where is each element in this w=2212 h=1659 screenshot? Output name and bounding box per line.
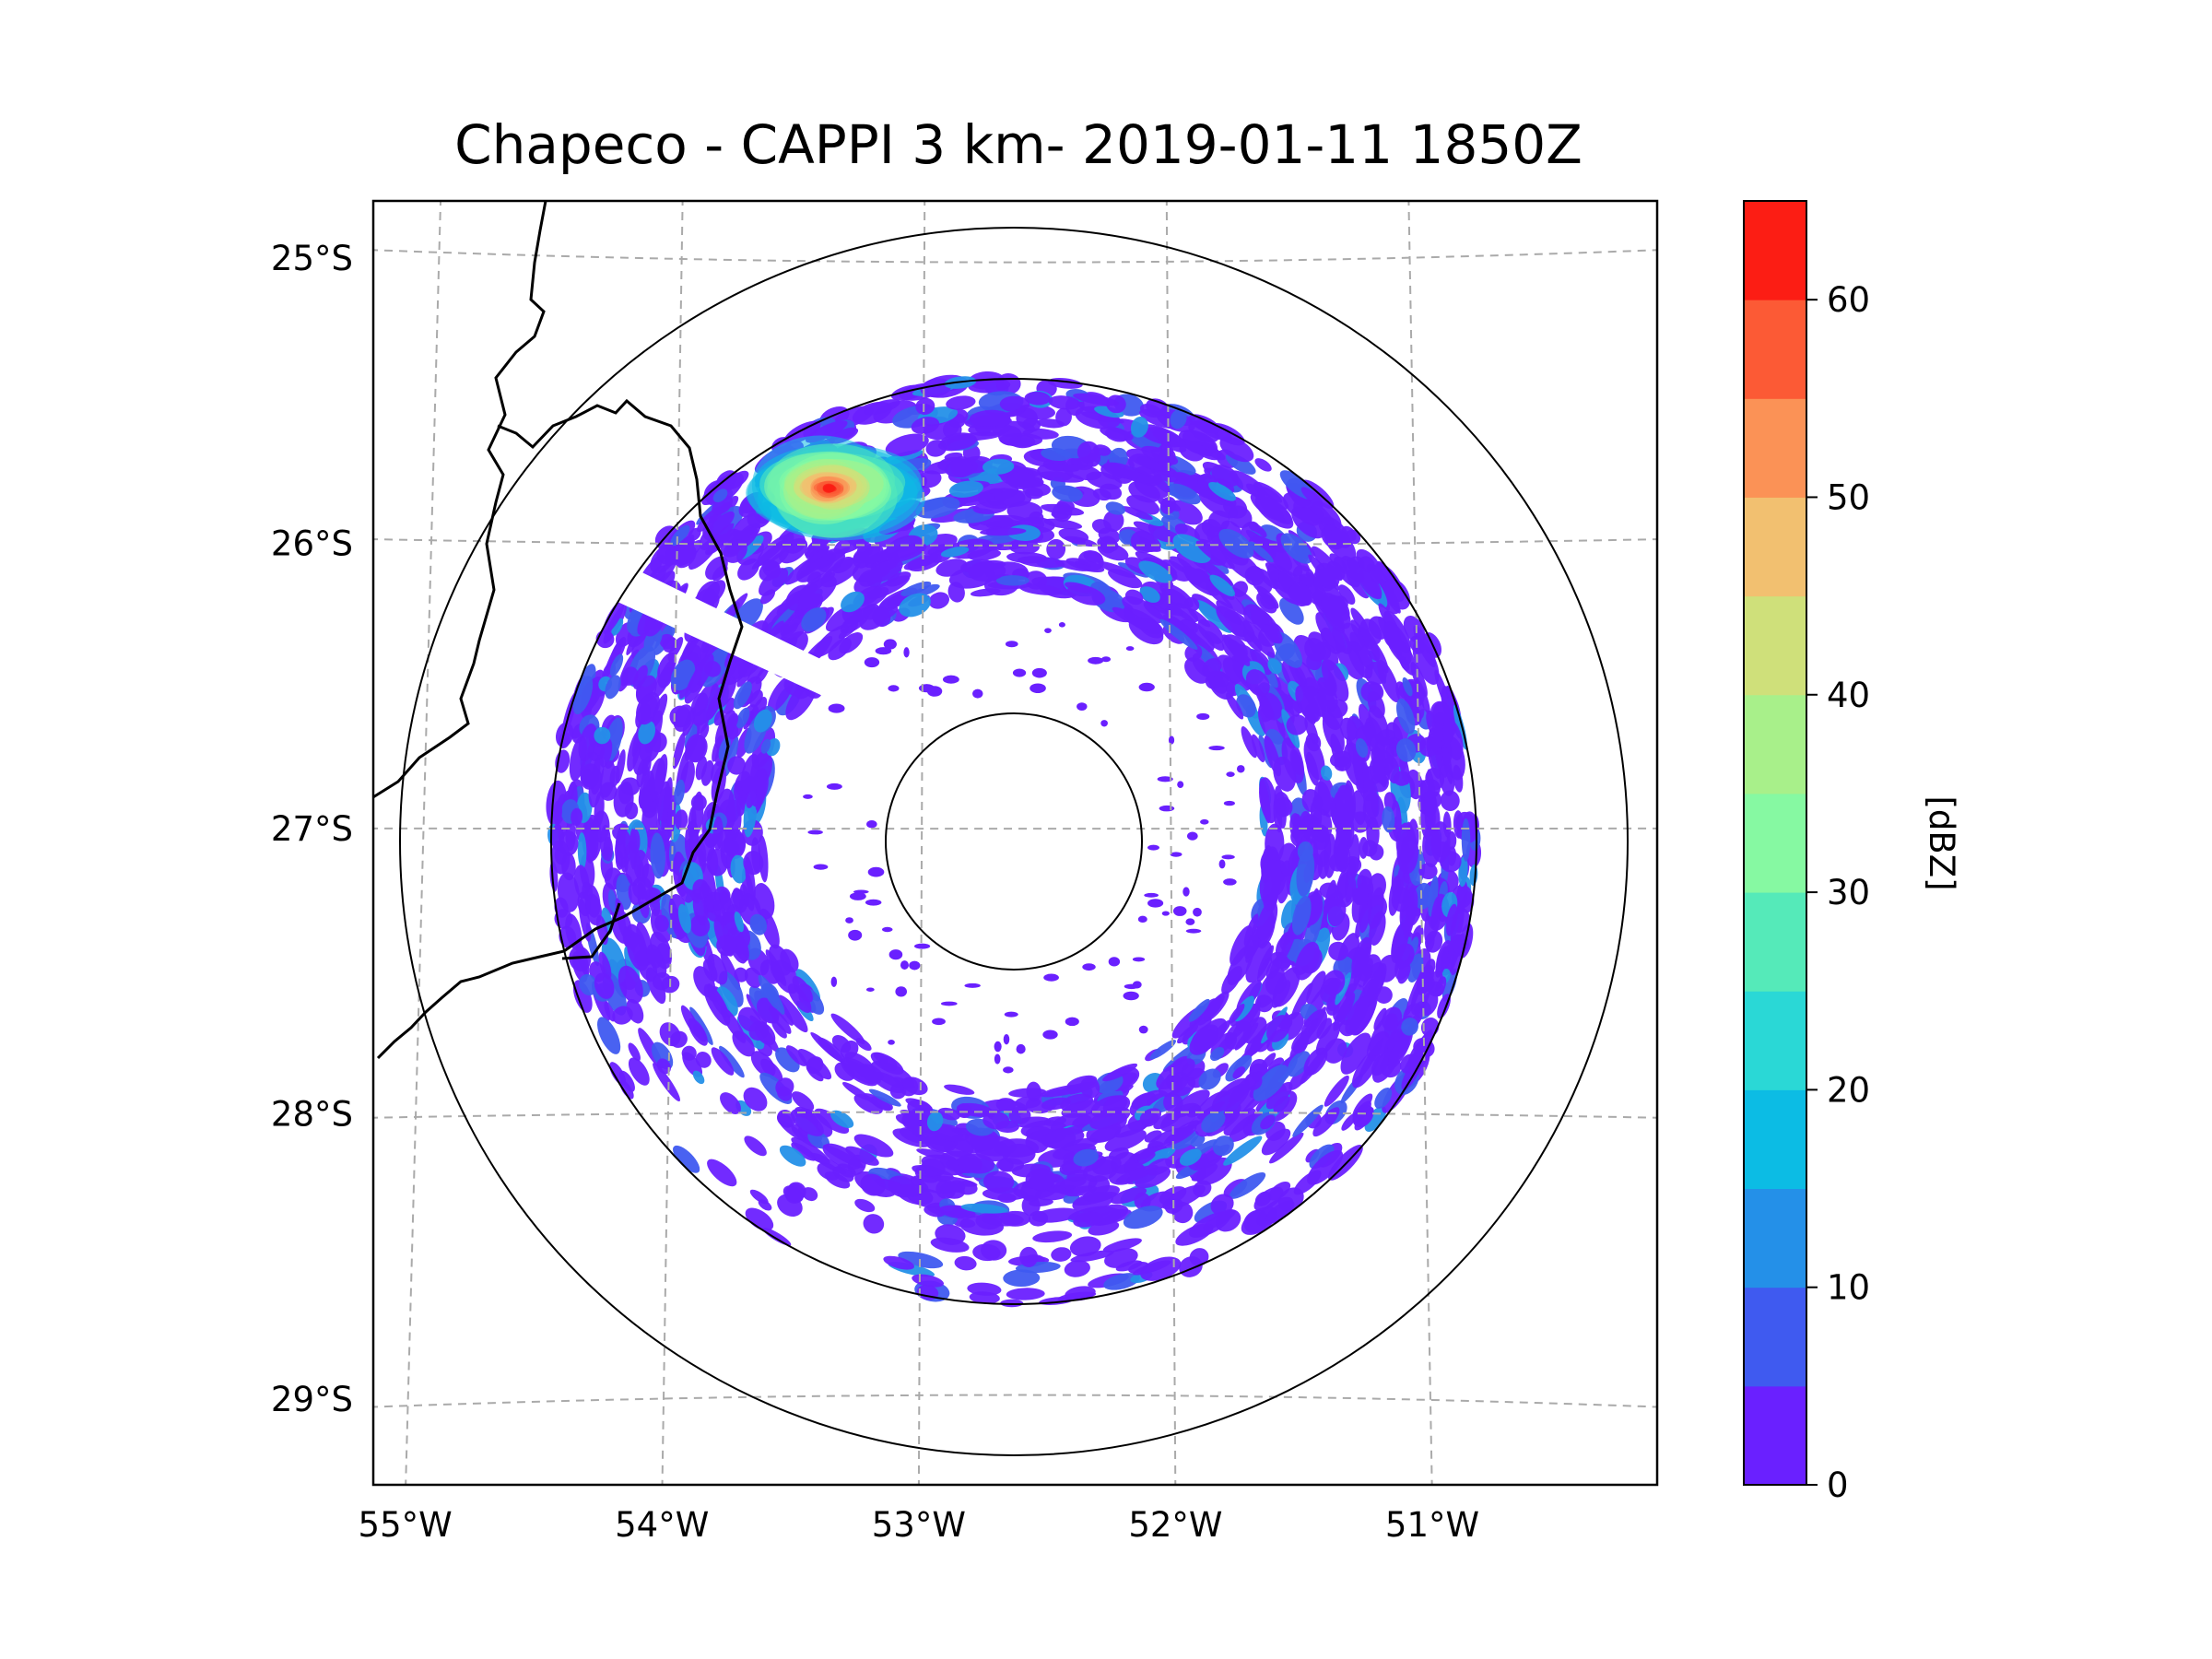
colorbar-bin: [1744, 1089, 1806, 1190]
latitude-tick-labels: 25°S 26°S 27°S 28°S 29°S: [271, 239, 353, 1419]
graticule: [373, 201, 1657, 1485]
range-ring-200km: [550, 378, 1477, 1305]
latitude-tick-label: 29°S: [271, 1380, 353, 1419]
longitude-tick-label: 53°W: [872, 1505, 966, 1545]
longitude-tick-label: 54°W: [615, 1505, 709, 1545]
colorbar-label: [dBZ]: [1922, 795, 1961, 890]
country-border-argentina: [373, 201, 547, 799]
reflectivity-field: [546, 371, 1482, 1308]
longitude-tick-label: 51°W: [1385, 1505, 1479, 1545]
colorbar-bin: [1744, 991, 1806, 1090]
colorbar-tick-label: 40: [1827, 676, 1870, 715]
colorbar-ticks: 0 10 20 30 40 50 60: [1806, 280, 1870, 1505]
state-border-rio-grande-do-sul: [561, 902, 621, 960]
chart-title: Chapeco - CAPPI 3 km- 2019-01-11 1850Z: [454, 113, 1583, 176]
colorbar-bin: [1744, 201, 1806, 300]
colorbar-bin: [1744, 1385, 1806, 1486]
range-ring-250km: [399, 227, 1629, 1456]
colorbar-frame: [1743, 200, 1807, 1486]
latitude-tick-label: 26°S: [271, 524, 353, 563]
longitude-tick-labels: 55°W 54°W 53°W 52°W 51°W: [359, 1505, 1480, 1545]
colorbar-bin: [1744, 595, 1806, 696]
latitude-tick-label: 25°S: [271, 239, 353, 278]
parallel-line: [373, 249, 1657, 264]
colorbar-bins: [1744, 201, 1806, 1486]
colorbar-tick-label: 60: [1827, 280, 1870, 320]
colorbar-bin: [1744, 398, 1806, 498]
colorbar-tick-label: 30: [1827, 873, 1870, 912]
parallel-line: [373, 538, 1657, 547]
map-frame: [371, 199, 1659, 1487]
colorbar-tick-label: 50: [1827, 477, 1870, 517]
latitude-tick-label: 27°S: [271, 809, 353, 849]
parallel-line: [373, 1111, 1657, 1119]
state-border-parana-santa-catarina: [376, 398, 744, 1060]
colorbar-bin: [1744, 497, 1806, 597]
colorbar-bin: [1744, 793, 1806, 893]
colorbar-bin: [1744, 1287, 1806, 1387]
colorbar-tick-label: 0: [1827, 1465, 1849, 1505]
colorbar-tick-label: 10: [1827, 1268, 1870, 1308]
colorbar-tick-label: 20: [1827, 1070, 1870, 1110]
latitude-tick-label: 28°S: [271, 1095, 353, 1135]
colorbar-bin: [1744, 694, 1806, 794]
range-ring-50km: [885, 712, 1143, 971]
colorbar-bin: [1744, 300, 1806, 399]
colorbar-bin: [1744, 892, 1806, 992]
colorbar-bin: [1744, 1188, 1806, 1288]
longitude-tick-label: 55°W: [359, 1505, 453, 1545]
parallel-line: [373, 1394, 1657, 1408]
longitude-tick-label: 52°W: [1128, 1505, 1222, 1545]
